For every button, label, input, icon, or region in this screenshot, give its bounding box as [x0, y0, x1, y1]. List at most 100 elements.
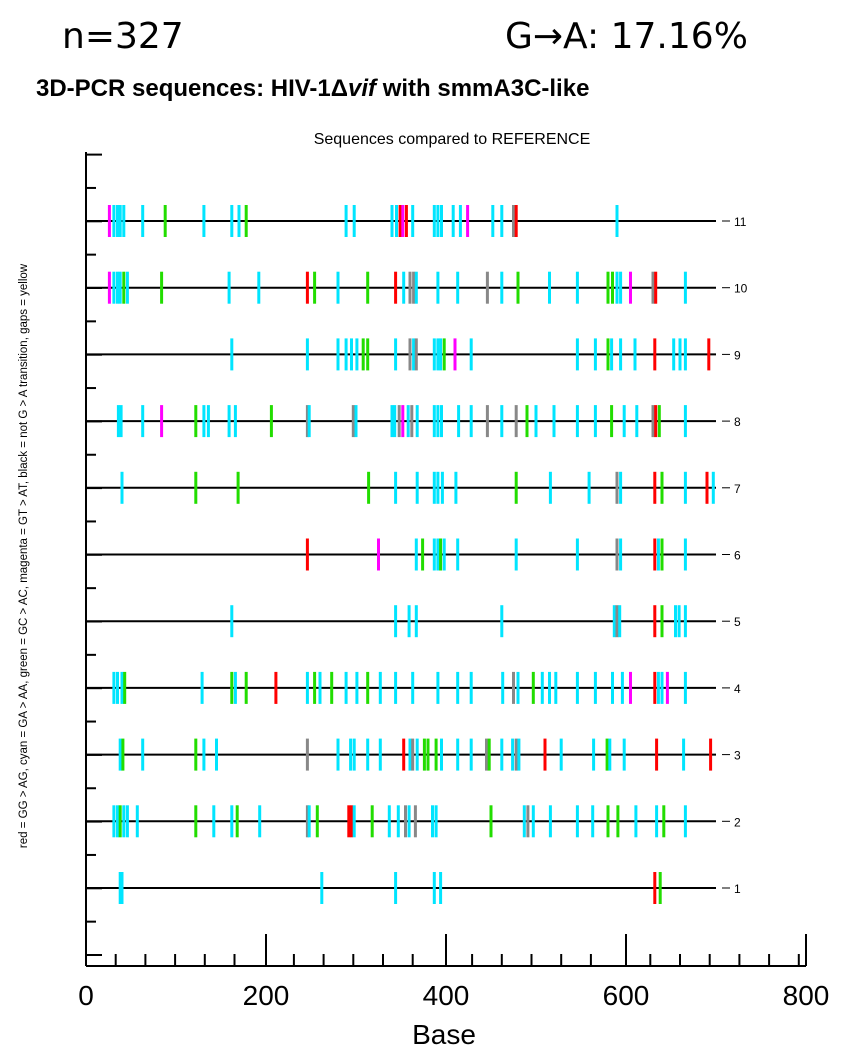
- sequence-row-9: 9: [86, 338, 741, 371]
- mutation-mark-cyan: [258, 805, 262, 838]
- mutation-mark-green: [657, 405, 661, 438]
- mutation-mark-green: [244, 671, 248, 704]
- mutation-mark-cyan: [230, 605, 234, 638]
- mutation-mark-red: [347, 805, 351, 838]
- mutation-mark-cyan: [432, 872, 436, 904]
- x-axis-ticks: 0 200 400 600 800: [78, 934, 829, 1011]
- mutation-mark-green: [366, 671, 370, 704]
- mutation-mark-gray: [408, 271, 412, 304]
- mutation-mark-cyan: [548, 805, 552, 838]
- chart-subtitle-italic: vif: [348, 75, 378, 102]
- mutation-mark-cyan: [656, 538, 660, 571]
- mutation-mark-magenta: [160, 405, 164, 438]
- mutation-mark-cyan: [436, 405, 440, 438]
- mutation-mark-cyan: [393, 405, 397, 438]
- mutation-mark-cyan: [320, 872, 324, 904]
- mutation-mark-green: [315, 805, 319, 838]
- mutation-mark-cyan: [615, 271, 619, 304]
- sequence-rows: 1 2 3 4 5 6 7 8 9 10 11: [86, 205, 748, 904]
- mutation-mark-cyan: [366, 738, 370, 771]
- mutation-mark-cyan: [500, 405, 504, 438]
- mutation-mark-green: [525, 405, 529, 438]
- mutation-mark-green: [610, 405, 614, 438]
- mutation-mark-cyan: [118, 205, 122, 237]
- mutation-mark-cyan: [202, 738, 206, 771]
- mutation-mark-cyan: [575, 271, 579, 304]
- mutation-mark-cyan: [336, 338, 340, 371]
- sequence-row-10: 10: [86, 271, 748, 304]
- x-tick-label: 0: [78, 980, 94, 1011]
- mutation-mark-cyan: [415, 738, 419, 771]
- mutation-mark-cyan: [514, 538, 518, 571]
- mutation-mark-green: [426, 738, 430, 771]
- mutation-mark-red: [514, 205, 518, 237]
- mutation-mark-cyan: [116, 271, 119, 304]
- mutation-mark-red: [653, 538, 657, 571]
- sequence-row-4: 4: [86, 671, 741, 704]
- mutation-mark-gray: [485, 405, 489, 438]
- mutation-mark-gray: [411, 738, 415, 771]
- mutation-mark-cyan: [655, 805, 659, 838]
- mutation-mark-gray: [512, 205, 515, 237]
- mutation-mark-green: [660, 605, 664, 638]
- mutation-mark-cyan: [202, 205, 206, 237]
- mutation-mark-cyan: [352, 738, 356, 771]
- mutation-mark-cyan: [355, 338, 359, 371]
- mutation-mark-cyan: [349, 738, 353, 771]
- mutation-mark-green: [330, 671, 334, 704]
- mutation-mark-cyan: [378, 738, 382, 771]
- mutation-mark-cyan: [458, 205, 462, 237]
- mutation-mark-cyan: [434, 805, 438, 838]
- row-label: 2: [734, 815, 741, 829]
- mutation-mark-cyan: [620, 671, 624, 704]
- mutation-mark-cyan: [431, 805, 434, 838]
- row-label: 9: [734, 348, 741, 362]
- mutation-mark-gray: [485, 271, 489, 304]
- mutation-mark-green: [313, 671, 317, 704]
- mutation-mark-magenta: [466, 205, 470, 237]
- mutation-mark-green: [194, 805, 198, 838]
- mutation-mark-cyan: [407, 805, 411, 838]
- mutation-mark-cyan: [432, 205, 436, 237]
- mutation-mark-cyan: [135, 805, 139, 838]
- mutation-mark-cyan: [592, 738, 596, 771]
- mutation-mark-cyan: [352, 805, 356, 838]
- mutation-mark-gray: [404, 805, 407, 838]
- mutation-mark-red: [350, 805, 353, 838]
- mutation-mark-cyan: [575, 405, 579, 438]
- mutation-mark-cyan: [414, 605, 418, 638]
- mutation-mark-cyan: [432, 338, 436, 371]
- mutation-mark-cyan: [116, 405, 120, 438]
- mutation-mark-cyan: [119, 405, 123, 438]
- mutation-mark-red: [404, 205, 408, 237]
- mutation-mark-cyan: [305, 338, 309, 371]
- mutation-mark-green: [421, 538, 425, 571]
- mutation-mark-gray: [413, 805, 417, 838]
- mutation-mark-cyan: [454, 471, 458, 504]
- mutation-mark-cyan: [683, 538, 687, 571]
- mutation-mark-magenta: [629, 271, 632, 304]
- mutation-mark-cyan: [112, 205, 116, 237]
- mutation-mark-cyan: [469, 671, 473, 704]
- sample-count: n=327: [62, 16, 184, 57]
- mutation-mark-gray: [512, 671, 515, 704]
- mutation-mark-green: [658, 872, 662, 904]
- sequence-row-8: 8: [86, 405, 741, 438]
- mutation-mark-gray: [514, 405, 518, 438]
- x-tick-label: 600: [603, 980, 650, 1011]
- mutation-mark-green: [516, 271, 520, 304]
- mutation-mark-cyan: [457, 405, 461, 438]
- mutation-mark-green: [606, 271, 610, 304]
- mutation-mark-cyan: [394, 471, 398, 504]
- mutation-mark-cyan: [534, 405, 538, 438]
- mutation-mark-cyan: [678, 338, 682, 371]
- mutation-mark-cyan: [200, 671, 204, 704]
- mutation-mark-cyan: [344, 205, 348, 237]
- mutation-mark-magenta: [453, 338, 457, 371]
- mutation-mark-cyan: [230, 338, 234, 371]
- x-tick-label: 400: [423, 980, 470, 1011]
- mutation-mark-cyan: [344, 338, 348, 371]
- mutation-mark-red: [402, 738, 406, 771]
- sequence-row-2: 2: [86, 805, 741, 838]
- mutation-mark-red: [705, 471, 709, 504]
